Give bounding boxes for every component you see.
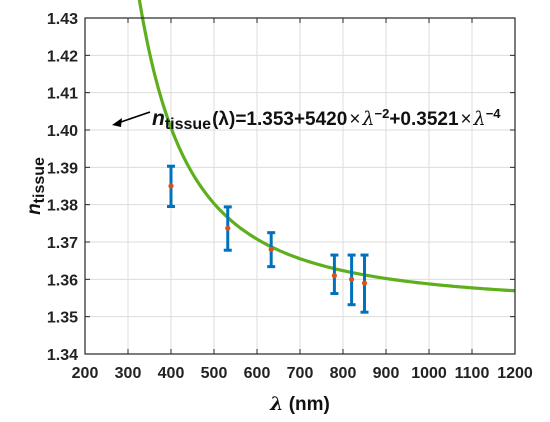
y-tick-label: 1.43 <box>47 11 78 28</box>
eq-times-1: × <box>349 109 360 130</box>
x-tick-label: 700 <box>287 365 314 382</box>
eq-sub: tissue <box>165 116 211 133</box>
x-tick-label: 900 <box>373 365 400 382</box>
eq-lambda-2: λ <box>473 108 486 130</box>
eq-times-2: × <box>461 109 472 130</box>
eq-lambda-1: λ <box>361 108 374 130</box>
eq-exp-2: −4 <box>486 106 502 121</box>
y-tick-label: 1.36 <box>47 272 78 289</box>
y-axis-base: n <box>24 203 45 215</box>
x-tick-label: 1000 <box>411 365 447 382</box>
y-tick-label: 1.41 <box>47 86 78 103</box>
eq-arg: (λ) <box>212 109 235 130</box>
data-point <box>331 273 337 279</box>
y-tick-label: 1.37 <box>47 235 78 252</box>
x-tick-label: 800 <box>330 365 357 382</box>
x-tick-label: 400 <box>158 365 185 382</box>
x-axis-label: λ (nm) <box>269 393 330 415</box>
x-axis-unit: (nm) <box>283 394 329 415</box>
fit-curve-group <box>137 0 516 293</box>
y-tick-label: 1.35 <box>47 310 78 327</box>
x-tick-label: 600 <box>244 365 271 382</box>
fit-curve <box>137 0 516 293</box>
y-tick-label: 1.38 <box>47 198 78 215</box>
plot-frame <box>84 17 516 355</box>
data-point <box>361 280 368 286</box>
fit-equation: ntissue(λ)=1.353+5420 × λ−2+0.3521 × λ−4 <box>152 106 501 134</box>
y-axis-sub: tissue <box>31 157 48 203</box>
data-point <box>225 225 231 231</box>
x-axis-symbol: λ <box>269 393 283 415</box>
eq-n: n <box>152 107 165 130</box>
data-point <box>168 183 174 189</box>
y-tick-label: 1.42 <box>47 48 78 65</box>
x-tick-label: 300 <box>115 365 142 382</box>
y-tick-label: 1.40 <box>47 123 78 140</box>
data-markers <box>168 183 368 286</box>
eq-start: =1.353+5420 <box>235 109 347 130</box>
annotation-arrow <box>112 111 151 127</box>
y-tick-label: 1.34 <box>47 347 78 364</box>
eq-exp-1: −2 <box>374 106 389 121</box>
x-tick-label: 1100 <box>455 365 490 382</box>
x-tick-labels: 200 300 400 500 600 700 800 900 1000 1100 1200 <box>72 365 533 382</box>
grid <box>84 17 516 355</box>
y-axis-label: ntissue <box>24 157 48 215</box>
x-tick-label: 1200 <box>497 365 533 382</box>
eq-mid: +0.3521 <box>389 109 459 130</box>
y-tick-label: 1.39 <box>47 160 78 177</box>
data-point <box>349 276 355 282</box>
x-tick-label: 200 <box>72 365 99 382</box>
y-tick-labels: 1.34 1.35 1.36 1.37 1.38 1.39 1.40 1.41 1.42 1.43 <box>47 11 78 364</box>
data-point <box>268 246 274 253</box>
x-tick-label: 500 <box>201 365 228 382</box>
